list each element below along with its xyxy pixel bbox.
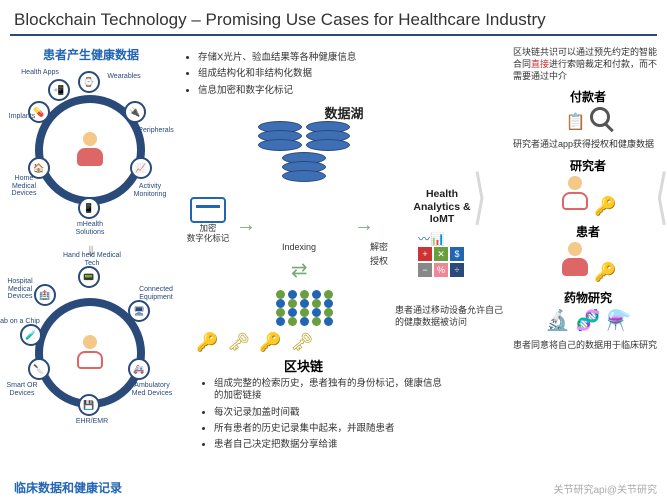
researcher-text: 研究者通过app获得授权和健康数据 bbox=[513, 138, 663, 150]
node-label: Smart OR Devices bbox=[0, 382, 44, 397]
indexing-label: Indexing bbox=[282, 242, 316, 252]
key-icon: 🔑 bbox=[594, 196, 616, 216]
node-label: Implants bbox=[0, 113, 44, 121]
node-label: Home Medical Devices bbox=[2, 175, 46, 198]
node-icon: 🧪 bbox=[20, 324, 42, 346]
researcher-label: 研究者 bbox=[513, 157, 663, 174]
bullet: 患者自己决定把数据分享给谁 bbox=[214, 439, 444, 451]
digitize-label: 数字化标记 bbox=[180, 233, 236, 243]
analytics-icons: 〰📊 +✕$ −%÷ bbox=[418, 230, 466, 277]
node-label: Peripherals bbox=[134, 127, 178, 135]
node-label: Hospital Medical Devices bbox=[0, 278, 42, 301]
patient-avatar bbox=[560, 242, 590, 278]
node-label: Connected Equipment bbox=[134, 286, 178, 301]
node-icon: 🚑 bbox=[128, 358, 150, 380]
footer-label: 临床数据和健康记录 bbox=[14, 479, 122, 496]
database-icons bbox=[244, 153, 364, 184]
key-icon: 🔑 bbox=[594, 262, 616, 282]
patient-ring: ⌚ Wearables 🔌 Peripherals 📈 Activity Mon… bbox=[6, 65, 174, 235]
node-icon: 📟 bbox=[78, 266, 100, 288]
drug-actor: 药物研究 🔬 🧬 ⚗️ bbox=[513, 289, 663, 333]
node-label: mHealth Solutions bbox=[68, 221, 112, 236]
top-bullets: 存储X光片、验血结果等各种健康信息 组成结构化和非结构化数据 信息加密和数字化标… bbox=[198, 52, 444, 97]
arrow-icon: ⇅ bbox=[286, 262, 311, 279]
lab-icon: 🔬 🧬 ⚗️ bbox=[513, 308, 663, 333]
node-icon: 🔌 bbox=[124, 101, 146, 123]
node-icon: 🔪 bbox=[28, 358, 50, 380]
authorize-label: 授权 bbox=[370, 254, 388, 267]
consensus-text: 区块链共识可以通过预先约定的智能合同直接进行索赔裁定和付款，而不需要通过中介 bbox=[513, 46, 663, 82]
bullet: 信息加密和数字化标记 bbox=[198, 85, 444, 97]
node-icon: 📱 bbox=[78, 197, 100, 219]
arrow-icon: → bbox=[354, 214, 374, 237]
bullet: 存储X光片、验血结果等各种健康信息 bbox=[198, 52, 444, 64]
patient-text: 患者通过移动设备允许自己的健康数据被访问 bbox=[395, 304, 505, 328]
page-title: Blockchain Technology – Promising Use Ca… bbox=[0, 0, 667, 34]
right-column: 区块链共识可以通过预先约定的智能合同直接进行索赔裁定和付款，而不需要通过中介 付… bbox=[513, 46, 663, 351]
researcher-avatar bbox=[560, 176, 590, 212]
database-icons bbox=[244, 122, 364, 153]
datalake-label: 数据湖 bbox=[244, 103, 444, 122]
patient-label: 患者 bbox=[513, 223, 663, 240]
arrow-icon: → bbox=[236, 214, 256, 237]
blockchain-label: 区块链 bbox=[284, 356, 323, 375]
payer-label: 付款者 bbox=[513, 88, 663, 105]
drug-text: 患者同意将自己的数据用于临床研究 bbox=[513, 339, 663, 351]
patient-actor: 患者 🔑 bbox=[513, 223, 663, 283]
health-analytics-label: Health Analytics & IoMT bbox=[408, 188, 476, 226]
divider bbox=[10, 34, 657, 36]
payer-actor: 付款者 📋 bbox=[513, 88, 663, 132]
encrypt-block: 加密 数字化标记 bbox=[180, 197, 236, 243]
node-icon: 📈 bbox=[130, 157, 152, 179]
keys-icon: 🔑 🗝 🔑 🗝 bbox=[196, 332, 316, 353]
bullet: 组成完整的检索历史，患者独有的身份标记，健康信息的加密链接 bbox=[214, 378, 444, 403]
node-icon: ⌚ bbox=[78, 71, 100, 93]
node-label: EHR/EMR bbox=[70, 418, 114, 426]
node-icon: 📲 bbox=[48, 79, 70, 101]
bullet: 组成结构化和非结构化数据 bbox=[198, 68, 444, 80]
patient-ring-title: 患者产生健康数据 bbox=[6, 46, 176, 63]
diagram-content: 患者产生健康数据 ⌚ Wearables 🔌 Peripherals 📈 Act… bbox=[0, 42, 667, 500]
decrypt-label: 解密 bbox=[370, 240, 388, 253]
node-label: Lab on a Chip bbox=[0, 318, 40, 326]
middle-column: 存储X光片、验血结果等各种健康信息 组成结构化和非结构化数据 信息加密和数字化标… bbox=[184, 48, 444, 184]
patient-avatar bbox=[75, 132, 105, 168]
node-label: Wearables bbox=[102, 73, 146, 81]
magnifier-icon bbox=[590, 107, 610, 127]
bottom-bullets: 组成完整的检索历史，患者独有的身份标记，健康信息的加密链接 每次记录加盖时间戳 … bbox=[214, 374, 444, 456]
node-label: Ambulatory Med Devices bbox=[130, 382, 174, 397]
clinical-ring: 📟 Hand held Medical Tech 🖥 Connected Equ… bbox=[6, 260, 174, 446]
node-label: Activity Monitoring bbox=[128, 183, 172, 198]
clipboard-icon: 📋 bbox=[566, 112, 586, 132]
encrypt-label: 加密 bbox=[180, 223, 236, 233]
clinician-avatar bbox=[75, 335, 105, 371]
node-icon: 🖥 bbox=[128, 300, 150, 322]
left-column: 患者产生健康数据 ⌚ Wearables 🔌 Peripherals 📈 Act… bbox=[6, 46, 176, 454]
watermark: 关节研究api@关节研究 bbox=[554, 481, 658, 496]
node-icon: 💾 bbox=[78, 394, 100, 416]
node-label: Hand held Medical Tech bbox=[62, 252, 122, 267]
drug-label: 药物研究 bbox=[513, 289, 663, 306]
bullet: 所有患者的历史记录集中起来，并跟随患者 bbox=[214, 423, 444, 435]
node-label: Health Apps bbox=[18, 69, 62, 77]
card-icon bbox=[190, 197, 226, 223]
researcher-actor: 研究者 🔑 bbox=[513, 157, 663, 217]
bullet: 每次记录加盖时间戳 bbox=[214, 407, 444, 419]
